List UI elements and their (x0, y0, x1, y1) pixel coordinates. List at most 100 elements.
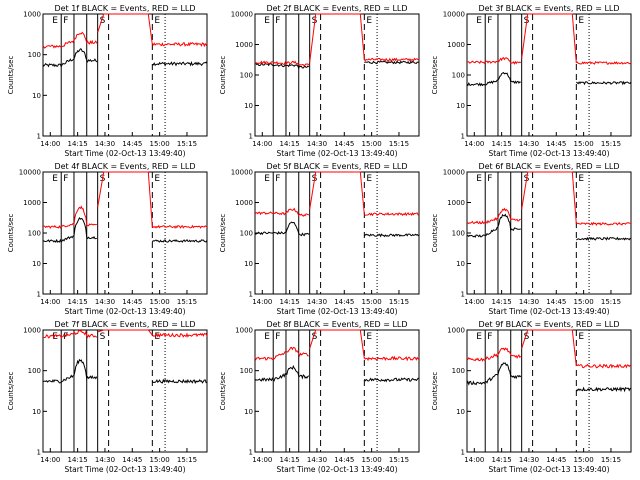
panel-title: Det 3f BLACK = Events, RED = LLD (478, 4, 619, 13)
y-tick-label: 1 (461, 291, 465, 299)
panel-2: Det 2f BLACK = Events, RED = LLD 1 10 100 10… (219, 4, 420, 158)
y-tick-label: 1000 (235, 199, 253, 207)
y-tick-label: 1000 (447, 327, 465, 335)
events-series-line (466, 71, 632, 87)
x-tick-label: 14:30 (95, 140, 115, 148)
y-tick-label: 100 (452, 230, 465, 238)
x-tick-label: 15:00 (150, 456, 170, 464)
plot-frame (254, 329, 420, 453)
y-tick-label: 1 (37, 291, 41, 299)
y-tick-label: 10000 (443, 169, 465, 177)
x-tick-label: 14:30 (519, 298, 539, 306)
interval-marker-label: E (264, 332, 270, 342)
interval-marker-label: E (578, 16, 584, 26)
panel-3: Det 3f BLACK = Events, RED = LLD 1 10 100 10… (431, 4, 632, 158)
lld-series-line (254, 329, 420, 362)
x-tick-label: 14:00 (464, 298, 484, 306)
panel-title: Det 9f BLACK = Events, RED = LLD (478, 320, 619, 329)
x-tick-label: 14:15 (492, 140, 512, 148)
panel-title: Det 1f BLACK = Events, RED = LLD (54, 4, 195, 13)
y-axis-label: Counts/sec (431, 214, 439, 253)
events-series-line (254, 221, 420, 238)
interval-marker-label: E (154, 174, 160, 184)
y-tick-label: 100 (240, 72, 253, 80)
interval-marker-label: E (366, 174, 372, 184)
x-tick-label: 14:45 (546, 140, 566, 148)
interval-marker-label: F (63, 16, 68, 26)
x-tick-label: 15:00 (574, 140, 594, 148)
y-tick-label: 1 (37, 449, 41, 457)
lld-series-line (254, 171, 420, 217)
plot-frame (466, 329, 632, 453)
interval-marker-label: E (578, 174, 584, 184)
x-tick-label: 14:15 (492, 298, 512, 306)
x-axis-label: Start Time (02-Oct-13 13:49:40) (276, 307, 397, 316)
x-axis-label: Start Time (02-Oct-13 13:49:40) (488, 465, 609, 474)
panel-1: Det 1f BLACK = Events, RED = LLD 1 10 100 10… (7, 4, 208, 158)
x-tick-label: 14:00 (40, 140, 60, 148)
y-tick-label: 1 (37, 133, 41, 141)
x-tick-label: 14:15 (280, 140, 300, 148)
plot-frame (42, 171, 208, 295)
panel-6: Det 6f BLACK = Events, RED = LLD 1 10 100 10… (431, 162, 632, 316)
y-tick-label: 1 (461, 449, 465, 457)
plot-frame (42, 329, 208, 453)
x-tick-label: 14:00 (464, 456, 484, 464)
x-tick-label: 15:15 (601, 298, 621, 306)
interval-marker-label: S (312, 332, 318, 342)
x-tick-label: 14:00 (252, 140, 272, 148)
y-tick-label: 10 (456, 408, 465, 416)
lld-series-line (466, 329, 632, 369)
x-tick-label: 15:15 (601, 456, 621, 464)
interval-marker-label: E (52, 16, 58, 26)
x-tick-label: 14:00 (40, 298, 60, 306)
y-axis-label: Counts/sec (219, 372, 227, 411)
y-tick-label: 10 (32, 260, 41, 268)
interval-marker-label: E (154, 16, 160, 26)
y-tick-label: 10 (244, 102, 253, 110)
x-tick-label: 14:30 (95, 456, 115, 464)
y-tick-label: 10000 (19, 169, 41, 177)
y-tick-label: 10 (244, 408, 253, 416)
interval-marker-label: E (366, 16, 372, 26)
events-series-line (254, 364, 420, 383)
events-series-line (466, 362, 632, 393)
interval-marker-label: F (487, 332, 492, 342)
x-tick-label: 14:00 (252, 298, 272, 306)
x-tick-label: 14:45 (546, 456, 566, 464)
y-tick-label: 1000 (23, 327, 41, 335)
y-axis-label: Counts/sec (7, 214, 15, 253)
y-tick-label: 1000 (447, 41, 465, 49)
interval-marker-label: E (578, 332, 584, 342)
interval-marker-label: E (52, 332, 58, 342)
x-tick-label: 14:15 (280, 456, 300, 464)
lld-series-line (42, 171, 208, 229)
y-tick-label: 100 (452, 367, 465, 375)
panel-title: Det 4f BLACK = Events, RED = LLD (54, 162, 195, 171)
y-axis-label: Counts/sec (219, 56, 227, 95)
panel-7: Det 7f BLACK = Events, RED = LLD 1 10 100 10… (7, 320, 208, 474)
x-tick-label: 14:45 (334, 140, 354, 148)
x-axis-label: Start Time (02-Oct-13 13:49:40) (488, 307, 609, 316)
x-tick-label: 15:15 (389, 140, 409, 148)
events-series-line (42, 216, 208, 244)
y-tick-label: 100 (28, 230, 41, 238)
x-tick-label: 14:30 (307, 456, 327, 464)
lld-series-line (466, 13, 632, 65)
y-tick-label: 1 (249, 291, 253, 299)
x-axis-label: Start Time (02-Oct-13 13:49:40) (488, 149, 609, 158)
x-tick-label: 15:15 (389, 298, 409, 306)
y-tick-label: 100 (452, 72, 465, 80)
lld-series-line (466, 171, 631, 227)
interval-marker-label: F (487, 174, 492, 184)
y-tick-label: 1000 (23, 11, 41, 19)
x-tick-label: 14:15 (68, 456, 88, 464)
interval-marker-label: E (264, 174, 270, 184)
panel-9: Det 9f BLACK = Events, RED = LLD 1 10 100 10… (431, 320, 632, 474)
interval-marker-label: E (52, 174, 58, 184)
x-tick-label: 14:45 (334, 298, 354, 306)
x-axis-label: Start Time (02-Oct-13 13:49:40) (64, 307, 185, 316)
events-series-line (42, 48, 208, 68)
plot-frame (42, 13, 208, 137)
